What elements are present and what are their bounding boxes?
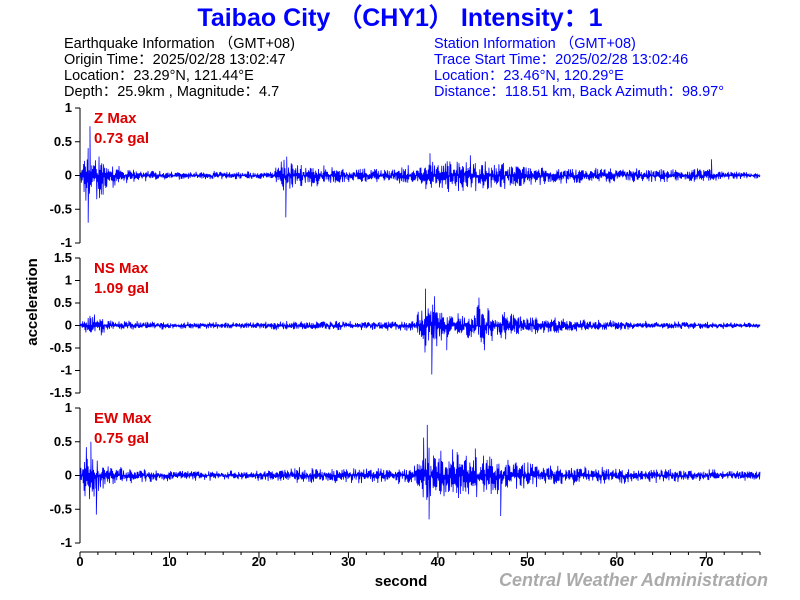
x-tick-label: 50 bbox=[520, 554, 534, 569]
station-location: Location：23.46°N, 120.29°E bbox=[434, 68, 624, 84]
y-tick-label: 1.5 bbox=[54, 250, 72, 265]
y-tick-label: -0.5 bbox=[50, 501, 72, 516]
footer-credit: Central Weather Administration bbox=[499, 570, 768, 590]
y-tick-label: -1 bbox=[60, 235, 72, 250]
page-title: Taibao City （CHY1） Intensity：1 bbox=[197, 3, 602, 32]
station-trace-start: Trace Start Time：2025/02/28 13:02:46 bbox=[434, 52, 688, 68]
station-distance-azimuth: Distance：118.51 km, Back Azimuth：98.97° bbox=[434, 84, 724, 100]
station-info: Station Information （GMT+08) Trace Start… bbox=[434, 35, 724, 100]
x-axis-label: second bbox=[375, 573, 428, 590]
y-tick-label: 0 bbox=[65, 318, 72, 333]
panels-group: 1 0.5 0 -0.5 -1 Z Max 0.73 gal 1.5 1 0.5 0 -0.5 -1 -1… bbox=[50, 100, 761, 550]
y-tick-label: 0 bbox=[65, 468, 72, 483]
x-tick-label: 60 bbox=[610, 554, 624, 569]
y-tick-label: -1 bbox=[60, 535, 72, 550]
earthquake-info: Earthquake Information （GMT+08) Origin T… bbox=[64, 35, 295, 100]
earthquake-origin-time: Origin Time：2025/02/28 13:02:47 bbox=[64, 52, 286, 68]
y-tick-label: -1 bbox=[60, 363, 72, 378]
x-tick-label: 40 bbox=[431, 554, 445, 569]
trace-z bbox=[79, 126, 761, 223]
x-tick-label: 30 bbox=[341, 554, 355, 569]
trace-ew bbox=[79, 424, 761, 520]
y-tick-label: 1 bbox=[65, 100, 72, 115]
peak-label-ns: NS Max bbox=[94, 260, 149, 277]
y-tick-label: -0.5 bbox=[50, 201, 72, 216]
trace-ns bbox=[79, 288, 761, 375]
x-tick-label: 10 bbox=[162, 554, 176, 569]
y-tick-label: 0.5 bbox=[54, 134, 72, 149]
peak-label-z: Z Max bbox=[94, 110, 137, 127]
station-info-heading: Station Information （GMT+08) bbox=[434, 35, 636, 52]
peak-value-ns: 1.09 gal bbox=[94, 280, 149, 297]
y-tick-label: -0.5 bbox=[50, 340, 72, 355]
y-tick-label: 1 bbox=[65, 273, 72, 288]
panel-z: 1 0.5 0 -0.5 -1 Z Max 0.73 gal bbox=[50, 100, 761, 250]
y-tick-label: 1 bbox=[65, 400, 72, 415]
y-axis-label: acceleration bbox=[24, 258, 41, 346]
earthquake-info-heading: Earthquake Information （GMT+08) bbox=[64, 35, 295, 52]
x-axis: 0 10 20 30 40 50 60 70 bbox=[76, 551, 761, 569]
panel-ns: 1.5 1 0.5 0 -0.5 -1 -1.5 NS Max 1.09 gal bbox=[50, 250, 761, 400]
x-tick-label: 70 bbox=[699, 554, 713, 569]
y-tick-label: 0.5 bbox=[54, 295, 72, 310]
peak-label-ew: EW Max bbox=[94, 410, 152, 427]
x-tick-label: 20 bbox=[252, 554, 266, 569]
earthquake-depth-magnitude: Depth：25.9km , Magnitude：4.7 bbox=[64, 84, 279, 100]
peak-value-ew: 0.75 gal bbox=[94, 430, 149, 447]
y-tick-label: 0 bbox=[65, 168, 72, 183]
y-tick-label: -1.5 bbox=[50, 385, 72, 400]
panel-ew: 1 0.5 0 -0.5 -1 EW Max 0.75 gal bbox=[50, 400, 761, 550]
x-tick-label: 0 bbox=[76, 554, 83, 569]
peak-value-z: 0.73 gal bbox=[94, 130, 149, 147]
earthquake-location: Location：23.29°N, 121.44°E bbox=[64, 68, 254, 84]
y-tick-label: 0.5 bbox=[54, 434, 72, 449]
